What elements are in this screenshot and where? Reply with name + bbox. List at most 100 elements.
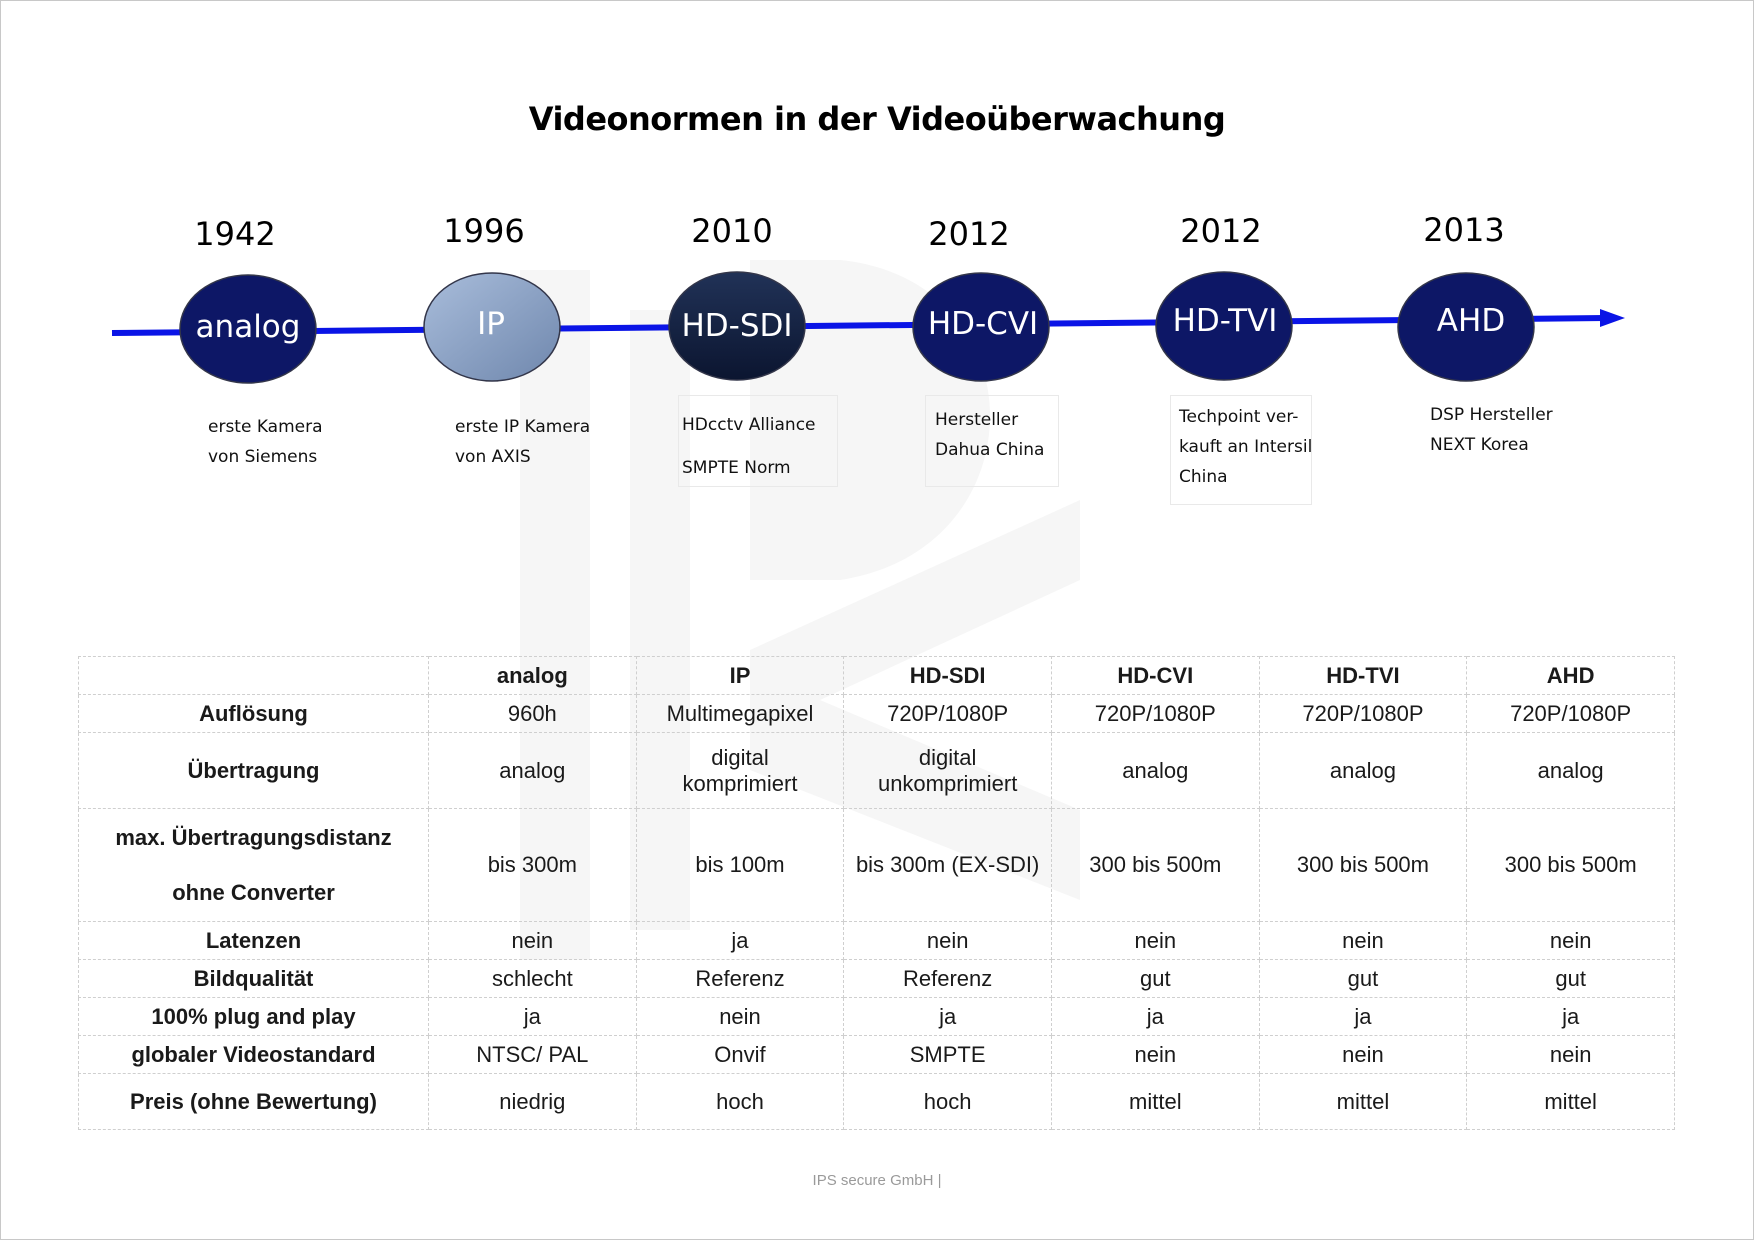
table-cell: digital komprimiert (635, 732, 845, 809)
table-cell: Onvif (635, 1035, 845, 1074)
table-cell: bis 300m (EX-SDI) (843, 808, 1052, 922)
table-cell: 720P/1080P (843, 694, 1052, 733)
table-cell: nein (1050, 1035, 1260, 1074)
desc-ahd: DSP Hersteller NEXT Korea (1430, 400, 1553, 460)
table-cell: ja (635, 921, 845, 960)
table-cell: nein (843, 921, 1052, 960)
desc-box-hd-cvi (925, 395, 1059, 487)
row-header-line: max. Übertragungsdistanz (115, 825, 392, 850)
table-cell: hoch (843, 1073, 1052, 1130)
table-cell: nein (1466, 921, 1675, 960)
table-cell: Multimegapixel (635, 694, 845, 733)
table-row: Latenzen nein ja nein nein nein nein (78, 921, 1675, 960)
desc-line: kauft an Intersil (1179, 437, 1313, 457)
table-cell: ja (1050, 997, 1260, 1036)
table-cell: bis 100m (635, 808, 845, 922)
table-cell: gut (1050, 959, 1260, 998)
table-cell: analog (428, 732, 637, 809)
desc-hd-tvi: Techpoint ver- kauft an Intersil China (1179, 402, 1312, 492)
desc-ip: erste IP Kamera von AXIS (455, 412, 590, 472)
column-header: IP (635, 656, 845, 695)
table-cell: mittel (1050, 1073, 1260, 1130)
row-header: Übertragung (78, 732, 429, 809)
table-cell: nein (1258, 921, 1468, 960)
table-cell: ja (1258, 997, 1468, 1036)
node-label-hd-sdi: HD-SDI (681, 308, 793, 344)
table-row: Bildqualität schlecht Referenz Referenz … (78, 959, 1675, 998)
table-header-row: analog IP HD-SDI HD-CVI HD-TVI AHD (78, 656, 1675, 695)
desc-hd-cvi: Hersteller Dahua China (935, 405, 1044, 465)
table-row: Übertragung analog digital komprimiert d… (78, 732, 1675, 809)
row-header: max. Übertragungsdistanz ohne Converter (78, 808, 429, 922)
node-label-hd-cvi: HD-CVI (927, 306, 1039, 342)
column-header: HD-TVI (1258, 656, 1468, 695)
table-corner-cell (78, 656, 429, 695)
table-cell: analog (1466, 732, 1675, 809)
table-cell: gut (1258, 959, 1468, 998)
node-label-ip: IP (477, 306, 505, 342)
row-header: Latenzen (78, 921, 429, 960)
table-cell: ja (1466, 997, 1675, 1036)
desc-line: DSP Hersteller (1430, 405, 1553, 425)
table-cell: analog (1050, 732, 1260, 809)
desc-analog: erste Kamera von Siemens (208, 412, 323, 472)
desc-box-hd-tvi (1170, 395, 1312, 505)
year-hd-sdi: 2010 (691, 212, 773, 250)
desc-line: NEXT Korea (1430, 435, 1529, 455)
table-cell: 960h (428, 694, 637, 733)
table-cell: SMPTE (843, 1035, 1052, 1074)
year-hd-tvi: 2012 (1180, 212, 1262, 250)
column-header: analog (428, 656, 637, 695)
table-cell: nein (1050, 921, 1260, 960)
table-cell: NTSC/ PAL (428, 1035, 637, 1074)
table-cell: mittel (1466, 1073, 1675, 1130)
timeline-node-ip (423, 272, 561, 382)
table-cell: schlecht (428, 959, 637, 998)
table-cell: niedrig (428, 1073, 637, 1130)
node-label-analog: analog (195, 309, 301, 345)
table-cell: ja (428, 997, 637, 1036)
table-cell: Referenz (843, 959, 1052, 998)
table-cell: 300 bis 500m (1050, 808, 1260, 922)
node-label-hd-tvi: HD-TVI (1172, 303, 1278, 339)
table-row: max. Übertragungsdistanz ohne Converter … (78, 808, 1675, 922)
desc-hd-sdi: HDcctv Alliance SMPTE Norm (682, 404, 816, 490)
timeline-arrow-line (111, 315, 1606, 336)
desc-line: HDcctv Alliance (682, 415, 816, 435)
table-cell: gut (1466, 959, 1675, 998)
desc-line: von Siemens (208, 447, 318, 467)
timeline-arrow-head (1600, 309, 1625, 327)
table-cell: 720P/1080P (1258, 694, 1468, 733)
table-cell: mittel (1258, 1073, 1468, 1130)
row-header: 100% plug and play (78, 997, 429, 1036)
node-label-ahd: AHD (1436, 303, 1506, 339)
table-row: Preis (ohne Bewertung) niedrig hoch hoch… (78, 1073, 1675, 1130)
desc-line: SMPTE Norm (682, 458, 791, 478)
table-cell: hoch (635, 1073, 845, 1130)
table-cell: 720P/1080P (1466, 694, 1675, 733)
desc-box-hd-sdi (678, 395, 838, 487)
desc-line: China (1179, 467, 1228, 487)
table-cell: nein (1258, 1035, 1468, 1074)
row-header: Preis (ohne Bewertung) (78, 1073, 429, 1130)
table-cell: digital unkomprimiert (843, 732, 1052, 809)
column-header: HD-CVI (1050, 656, 1260, 695)
timeline-node-hd-sdi (668, 271, 806, 381)
table-row: 100% plug and play ja nein ja ja ja ja (78, 997, 1675, 1036)
timeline (111, 271, 1625, 384)
row-header: Auflösung (78, 694, 429, 733)
table-cell: ja (843, 997, 1052, 1036)
desc-line: erste Kamera (208, 417, 323, 437)
desc-line: erste IP Kamera (455, 417, 591, 437)
timeline-node-ahd (1397, 272, 1535, 382)
row-header: Bildqualität (78, 959, 429, 998)
year-hd-cvi: 2012 (928, 215, 1010, 253)
table-cell: 300 bis 500m (1258, 808, 1468, 922)
timeline-node-hd-tvi (1155, 271, 1293, 381)
table-cell: nein (635, 997, 845, 1036)
table-cell: Referenz (635, 959, 845, 998)
year-ip: 1996 (443, 212, 525, 250)
table-row: globaler Videostandard NTSC/ PAL Onvif S… (78, 1035, 1675, 1074)
table-cell: nein (1466, 1035, 1675, 1074)
timeline-node-analog (179, 274, 317, 384)
